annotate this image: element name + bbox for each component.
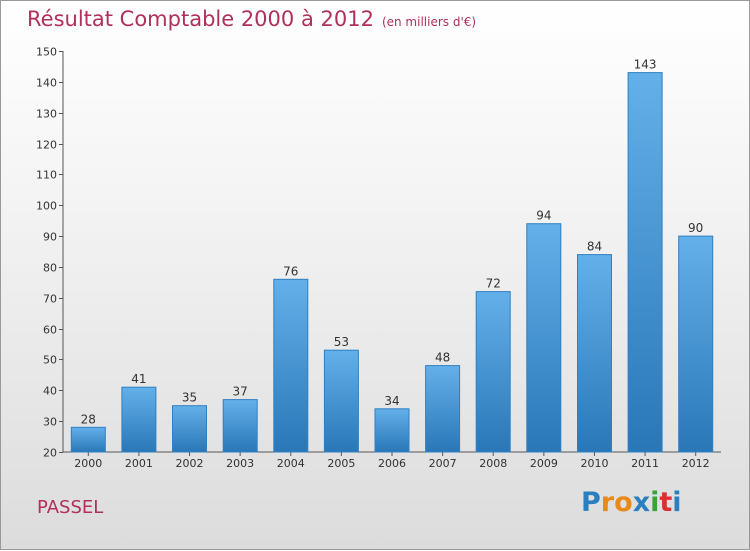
bar-2000: [70, 426, 106, 453]
bar-2002: [172, 405, 207, 453]
bar-2003: [222, 399, 258, 453]
data-label-2011: 143: [634, 58, 657, 72]
logo-letter: i: [650, 487, 660, 518]
y-tick-label: 40: [43, 385, 57, 398]
bar-2010: [577, 254, 612, 453]
x-tick-label: 2009: [530, 457, 558, 470]
y-tick-label: 50: [43, 354, 57, 367]
bar-2011: [627, 72, 663, 453]
logo-letter: t: [659, 487, 673, 518]
data-label-2003: 37: [233, 385, 248, 399]
bar-2004: [273, 278, 309, 453]
proxiti-logo[interactable]: Proxiti: [581, 487, 682, 518]
x-tick-label: 2010: [580, 457, 608, 470]
chart-subtitle: (en milliers d'€): [381, 15, 477, 29]
x-tick-label: 2001: [125, 457, 153, 470]
chart-axes: 20 30 40 50 60 70 80 90 100 110 120 130 140 150 2000 20…: [36, 46, 721, 470]
bar-2006: [374, 408, 410, 453]
x-tick-label: 2008: [479, 457, 507, 470]
bar-2005: [323, 349, 359, 453]
y-tick-label: 140: [36, 77, 57, 90]
data-label-2002: 35: [182, 391, 197, 405]
y-tick-label: 30: [43, 416, 57, 429]
logo-letter: i: [672, 487, 682, 518]
y-tick-label: 130: [36, 108, 57, 121]
logo-letter: x: [632, 487, 651, 518]
data-label-2008: 72: [486, 277, 501, 291]
x-tick-label: 2000: [74, 457, 102, 470]
bar-2012: [678, 235, 714, 453]
chart-title: Résultat Comptable 2000 à 2012 (en millie…: [27, 7, 476, 31]
y-tick-label: 120: [36, 139, 57, 152]
x-tick-label: 2004: [277, 457, 305, 470]
x-tick-label: 2005: [327, 457, 355, 470]
x-tick-label: 2012: [682, 457, 710, 470]
chart-title-text: Résultat Comptable 2000 à 2012: [27, 7, 374, 31]
y-tick-label: 70: [43, 293, 57, 306]
x-tick-label: 2011: [631, 457, 659, 470]
data-label-2010: 84: [587, 240, 602, 254]
data-label-2000: 28: [81, 412, 96, 426]
y-tick-label: 110: [36, 169, 57, 182]
bar-2009: [526, 223, 562, 453]
chart-data-labels: 28 41 35 37 76 53 34 48 72 94 84 143 90: [81, 58, 704, 427]
logo-letter: P: [581, 487, 601, 518]
logo-letter: o: [614, 487, 633, 518]
logo-letter: r: [600, 487, 615, 518]
data-label-2009: 94: [536, 209, 551, 223]
data-label-2004: 76: [283, 264, 298, 278]
data-label-2007: 48: [435, 351, 450, 365]
y-tick-label: 60: [43, 324, 57, 337]
x-tick-label: 2007: [429, 457, 457, 470]
data-label-2001: 41: [131, 372, 146, 386]
y-tick-label: 100: [36, 200, 57, 213]
y-tick-label: 150: [36, 46, 57, 59]
chart-bars: [70, 72, 714, 453]
x-tick-label: 2003: [226, 457, 254, 470]
data-label-2012: 90: [688, 221, 703, 235]
y-tick-label: 20: [43, 447, 57, 460]
data-label-2005: 53: [334, 335, 349, 349]
y-tick-label: 80: [43, 262, 57, 275]
bar-2001: [121, 386, 157, 453]
y-tick-label: 90: [43, 231, 57, 244]
data-label-2006: 34: [384, 394, 399, 408]
commune-name: PASSEL: [37, 497, 104, 518]
bar-2007: [425, 365, 461, 453]
x-tick-label: 2006: [378, 457, 406, 470]
x-tick-label: 2002: [176, 457, 204, 470]
bar-2008: [475, 291, 511, 453]
